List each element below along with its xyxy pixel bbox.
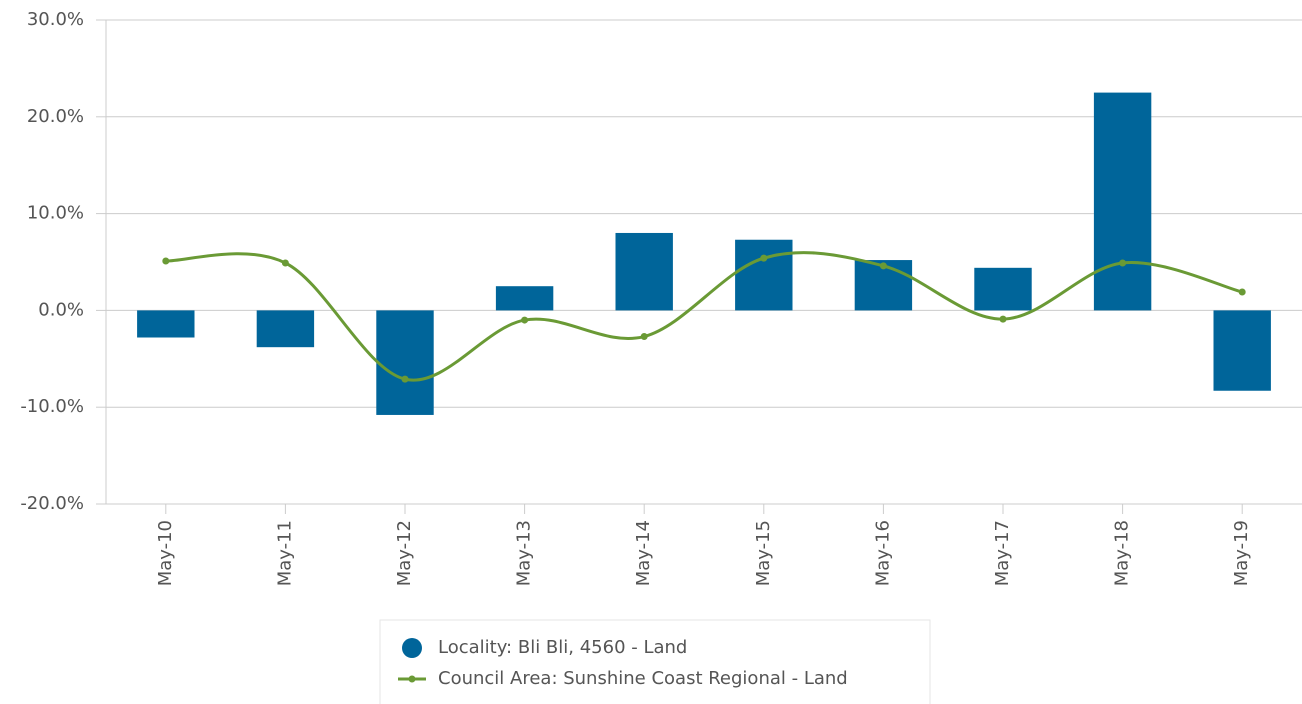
x-tick-label: May-11 <box>274 520 295 586</box>
x-tick-label: May-13 <box>514 520 535 586</box>
legend-box <box>379 619 931 704</box>
line-point <box>162 257 170 265</box>
bar <box>735 239 793 311</box>
x-tick-label: May-14 <box>633 520 654 586</box>
y-tick-label: -20.0% <box>20 493 84 514</box>
y-tick-label: 10.0% <box>27 203 84 224</box>
line-point <box>760 254 768 262</box>
bar <box>495 286 554 311</box>
y-tick-label: -10.0% <box>20 396 84 417</box>
x-tick-label: May-12 <box>394 520 415 586</box>
legend-label: Locality: Bli Bli, 4560 - Land <box>438 637 687 658</box>
x-tick-label: May-15 <box>753 520 774 586</box>
line-point <box>640 333 648 341</box>
x-tick-label: May-19 <box>1231 520 1252 586</box>
legend-label: Council Area: Sunshine Coast Regional - … <box>438 668 848 689</box>
y-tick-label: 0.0% <box>38 299 84 320</box>
line-point <box>999 315 1007 323</box>
legend-symbol <box>402 638 422 658</box>
line-point <box>1119 259 1127 267</box>
bar <box>1093 92 1152 311</box>
line-point <box>281 259 289 267</box>
bar <box>1213 310 1271 391</box>
y-tick-label: 20.0% <box>27 106 84 127</box>
line <box>165 251 1243 382</box>
line-point <box>401 375 409 383</box>
x-tick-label: May-16 <box>872 520 893 586</box>
bar <box>256 310 315 348</box>
bar <box>615 232 673 311</box>
bar <box>137 310 195 338</box>
line-point <box>879 262 887 270</box>
line-point <box>1238 288 1246 296</box>
line-point <box>521 316 529 324</box>
x-tick-label: May-18 <box>1112 520 1133 586</box>
legend-symbol <box>408 675 416 683</box>
bar <box>376 310 434 415</box>
bar <box>974 267 1032 311</box>
y-tick-label: 30.0% <box>27 9 84 30</box>
x-tick-label: May-17 <box>992 520 1013 586</box>
x-tick-label: May-10 <box>155 520 176 586</box>
